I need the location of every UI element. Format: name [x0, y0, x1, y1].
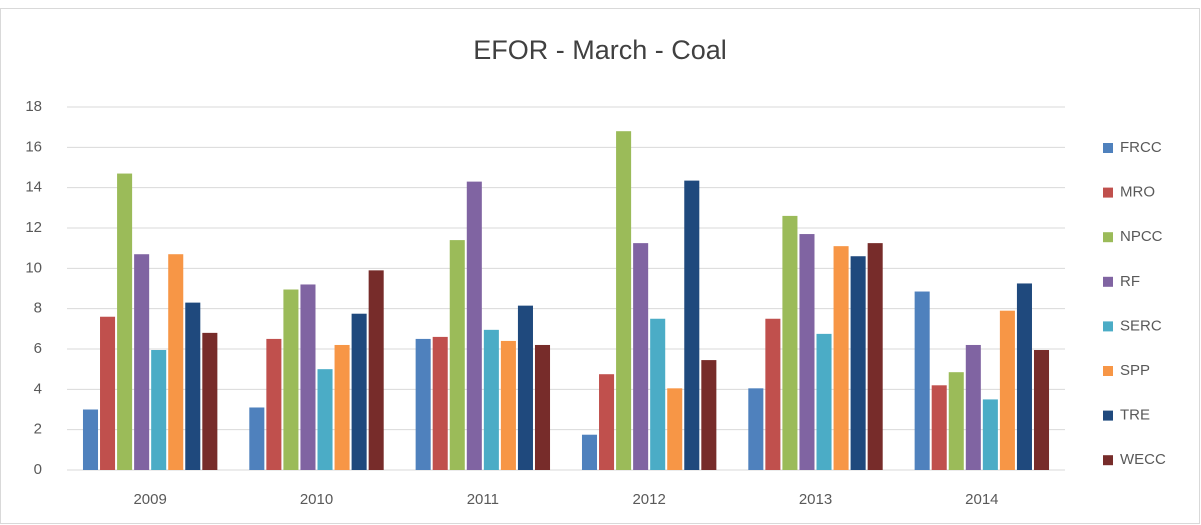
y-tick-label: 8 — [34, 300, 42, 317]
bar — [100, 316, 116, 470]
chart-title: EFOR - March - Coal — [473, 35, 727, 65]
legend-label: SPP — [1120, 362, 1150, 379]
bar — [1033, 350, 1050, 470]
bar — [202, 332, 218, 470]
bar — [415, 338, 431, 470]
y-tick-label: 6 — [34, 340, 42, 357]
bar — [701, 360, 717, 470]
legend-label: NPCC — [1120, 228, 1163, 245]
bar — [914, 291, 930, 470]
bar — [816, 333, 832, 470]
bar — [334, 344, 350, 470]
bar — [999, 310, 1015, 470]
legend-label: TRE — [1120, 407, 1150, 424]
legend-label: RF — [1120, 273, 1140, 290]
bar — [534, 344, 551, 470]
bar — [867, 243, 883, 470]
legend-swatch — [1103, 143, 1113, 153]
bar — [965, 344, 981, 470]
bar — [833, 246, 849, 470]
legend-label: SERC — [1120, 317, 1162, 334]
bar — [633, 243, 649, 470]
bar — [466, 181, 482, 470]
bar — [317, 369, 333, 470]
bar — [117, 173, 133, 471]
legend-swatch — [1103, 366, 1113, 376]
bar — [581, 434, 598, 470]
bar — [517, 305, 533, 470]
y-tick-label: 10 — [25, 259, 42, 276]
bar — [483, 329, 499, 470]
y-tick-label: 14 — [25, 179, 42, 196]
bar — [185, 302, 201, 470]
bar — [765, 318, 781, 470]
legend-label: MRO — [1120, 184, 1155, 201]
x-tick-label: 2013 — [799, 491, 832, 508]
x-tick-label: 2014 — [965, 491, 998, 508]
bar — [500, 340, 516, 470]
bar — [134, 254, 150, 470]
x-tick-label: 2012 — [632, 491, 665, 508]
bar — [151, 350, 167, 470]
bar — [368, 270, 384, 470]
legend-swatch — [1103, 276, 1113, 287]
bar — [432, 336, 448, 470]
bar — [982, 399, 998, 470]
legend-label: WECC — [1120, 451, 1166, 468]
bar — [799, 234, 815, 470]
bar — [283, 289, 299, 470]
bar — [748, 388, 764, 470]
legend-swatch — [1103, 232, 1113, 243]
x-tick-label: 2009 — [133, 491, 166, 508]
y-tick-label: 0 — [34, 461, 42, 478]
bar — [931, 385, 947, 470]
x-tick-label: 2011 — [467, 491, 499, 508]
bar — [266, 338, 282, 470]
y-tick-label: 18 — [25, 98, 42, 115]
bar — [684, 180, 700, 470]
legend-swatch — [1103, 321, 1113, 332]
bar — [948, 372, 964, 470]
bar — [351, 313, 367, 470]
bar — [168, 254, 184, 470]
x-tick-label: 2010 — [300, 491, 333, 508]
bar — [616, 131, 632, 470]
bar — [449, 240, 465, 470]
bar — [300, 284, 316, 470]
legend-label: FRCC — [1120, 139, 1162, 156]
legend-swatch — [1103, 455, 1113, 466]
bar — [850, 256, 866, 470]
y-tick-label: 4 — [34, 380, 42, 397]
bar — [249, 407, 265, 470]
y-tick-label: 2 — [34, 421, 42, 438]
y-tick-label: 16 — [25, 138, 42, 155]
bar — [1016, 283, 1032, 470]
y-tick-label: 12 — [25, 219, 42, 236]
bar — [782, 215, 798, 470]
legend-swatch — [1103, 187, 1113, 198]
bar — [599, 374, 615, 470]
bar — [667, 388, 683, 470]
bar — [82, 409, 99, 470]
legend-swatch — [1103, 410, 1113, 421]
bar — [650, 318, 666, 470]
